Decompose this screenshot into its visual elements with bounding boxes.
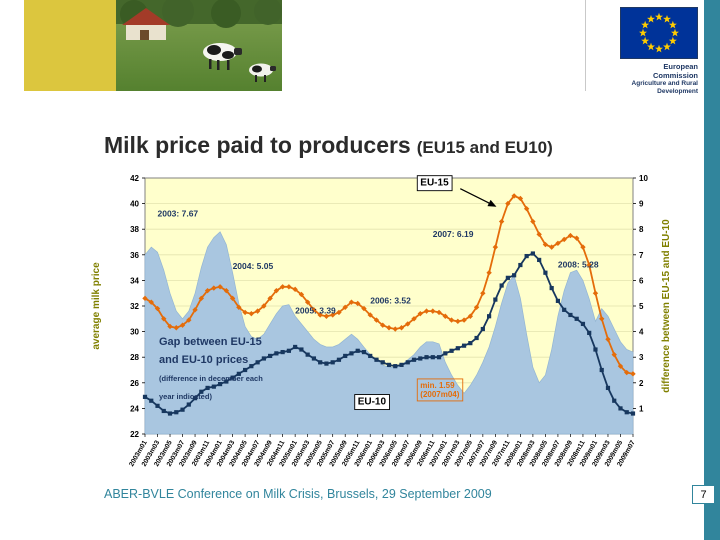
svg-text:34: 34 bbox=[130, 276, 139, 285]
logo-text-commission: European Commission bbox=[652, 62, 698, 80]
svg-text:6: 6 bbox=[639, 276, 644, 285]
eu-star bbox=[663, 42, 671, 51]
series-label-eu15: EU-15 bbox=[420, 178, 449, 189]
eu-flag-icon bbox=[620, 7, 698, 59]
gap-note-bold: Gap between EU-15 and EU-10 prices bbox=[159, 336, 262, 366]
cow-icon-2 bbox=[249, 63, 276, 82]
eu-star bbox=[655, 12, 663, 21]
chart-container: 22 24 26 28 30 32 34 36 38 40 42 1 2 3 4 5 6 7 8 9 10 2003m01… bbox=[85, 168, 685, 480]
annotation-arrow bbox=[460, 188, 497, 207]
eu-star bbox=[668, 20, 677, 29]
page-title: Milk price paid to producers (EU15 and EU… bbox=[104, 124, 553, 161]
pasture-photo bbox=[116, 0, 282, 91]
eu-star bbox=[671, 28, 679, 37]
svg-text:26: 26 bbox=[130, 379, 139, 388]
milk-price-chart: 2224262830323436384042123456789102003m01… bbox=[91, 174, 672, 468]
eu-star bbox=[641, 20, 650, 29]
gap-value-2006: 2006: 3.52 bbox=[370, 295, 411, 305]
farmhouse-icon bbox=[122, 8, 170, 40]
line-series-eu-10 bbox=[142, 251, 636, 416]
svg-text:36: 36 bbox=[130, 251, 139, 260]
header-divider bbox=[585, 0, 586, 91]
svg-text:32: 32 bbox=[130, 302, 139, 311]
right-accent-bar bbox=[704, 0, 720, 540]
svg-text:2: 2 bbox=[639, 379, 644, 388]
eu-star bbox=[647, 42, 655, 51]
y-axis-title-right: difference between EU-15 and EU-10 bbox=[661, 219, 672, 393]
svg-text:7: 7 bbox=[639, 251, 644, 260]
gap-value-2008: 2008: 5.28 bbox=[558, 260, 599, 270]
svg-text:3: 3 bbox=[639, 353, 644, 362]
svg-text:8: 8 bbox=[639, 225, 644, 234]
eu-star bbox=[655, 44, 663, 53]
eu-logo-block: European Commission Agriculture and Rura… bbox=[620, 7, 698, 96]
eu-star bbox=[647, 14, 655, 23]
page-number: 7 bbox=[692, 485, 715, 504]
svg-text:24: 24 bbox=[130, 404, 139, 413]
footer-text: ABER-BVLE Conference on Milk Crisis, Bru… bbox=[104, 487, 492, 501]
line-series-eu-15 bbox=[142, 193, 636, 377]
cow-icon bbox=[203, 43, 242, 70]
chart-annotations: 2003: 7.67 2004: 5.05 2005: 3.39 2006: 3.52… bbox=[158, 175, 599, 411]
eu-star bbox=[663, 14, 671, 23]
svg-text:1: 1 bbox=[639, 404, 644, 413]
gap-value-2003: 2003: 7.67 bbox=[158, 208, 199, 218]
gap-note: Gap between EU-15 and EU-10 prices (diff… bbox=[159, 332, 273, 404]
min-gap-note: min. 1.59 (2007m04) bbox=[420, 381, 459, 399]
svg-text:28: 28 bbox=[130, 353, 139, 362]
series-label-eu10: EU-10 bbox=[358, 397, 387, 408]
svg-text:5: 5 bbox=[639, 302, 644, 311]
title-suffix: (EU15 and EU10) bbox=[416, 138, 553, 157]
svg-text:42: 42 bbox=[130, 174, 139, 183]
gap-value-2004: 2004: 5.05 bbox=[233, 261, 274, 271]
eu-star bbox=[639, 28, 647, 37]
logo-text-agriculture: Agriculture and Rural Development bbox=[631, 80, 698, 95]
svg-text:4: 4 bbox=[639, 328, 644, 337]
eu-star bbox=[641, 36, 650, 45]
gap-note-small: (difference in december each year indica… bbox=[159, 373, 263, 401]
title-main: Milk price paid to producers bbox=[104, 132, 411, 158]
gap-value-2007: 2007: 6.19 bbox=[433, 229, 474, 239]
svg-text:10: 10 bbox=[639, 174, 648, 183]
gap-value-2005: 2005: 3.39 bbox=[295, 306, 336, 316]
svg-text:40: 40 bbox=[130, 200, 139, 209]
svg-text:22: 22 bbox=[130, 430, 139, 439]
svg-text:30: 30 bbox=[130, 328, 139, 337]
axis-labels: 2224262830323436384042123456789102003m01… bbox=[91, 174, 672, 468]
y-axis-title-left: average milk price bbox=[91, 262, 102, 350]
header-yellow-block bbox=[24, 0, 116, 91]
svg-text:38: 38 bbox=[130, 225, 139, 234]
eu-star bbox=[668, 36, 677, 45]
trees bbox=[116, 0, 282, 28]
svg-text:9: 9 bbox=[639, 200, 644, 209]
